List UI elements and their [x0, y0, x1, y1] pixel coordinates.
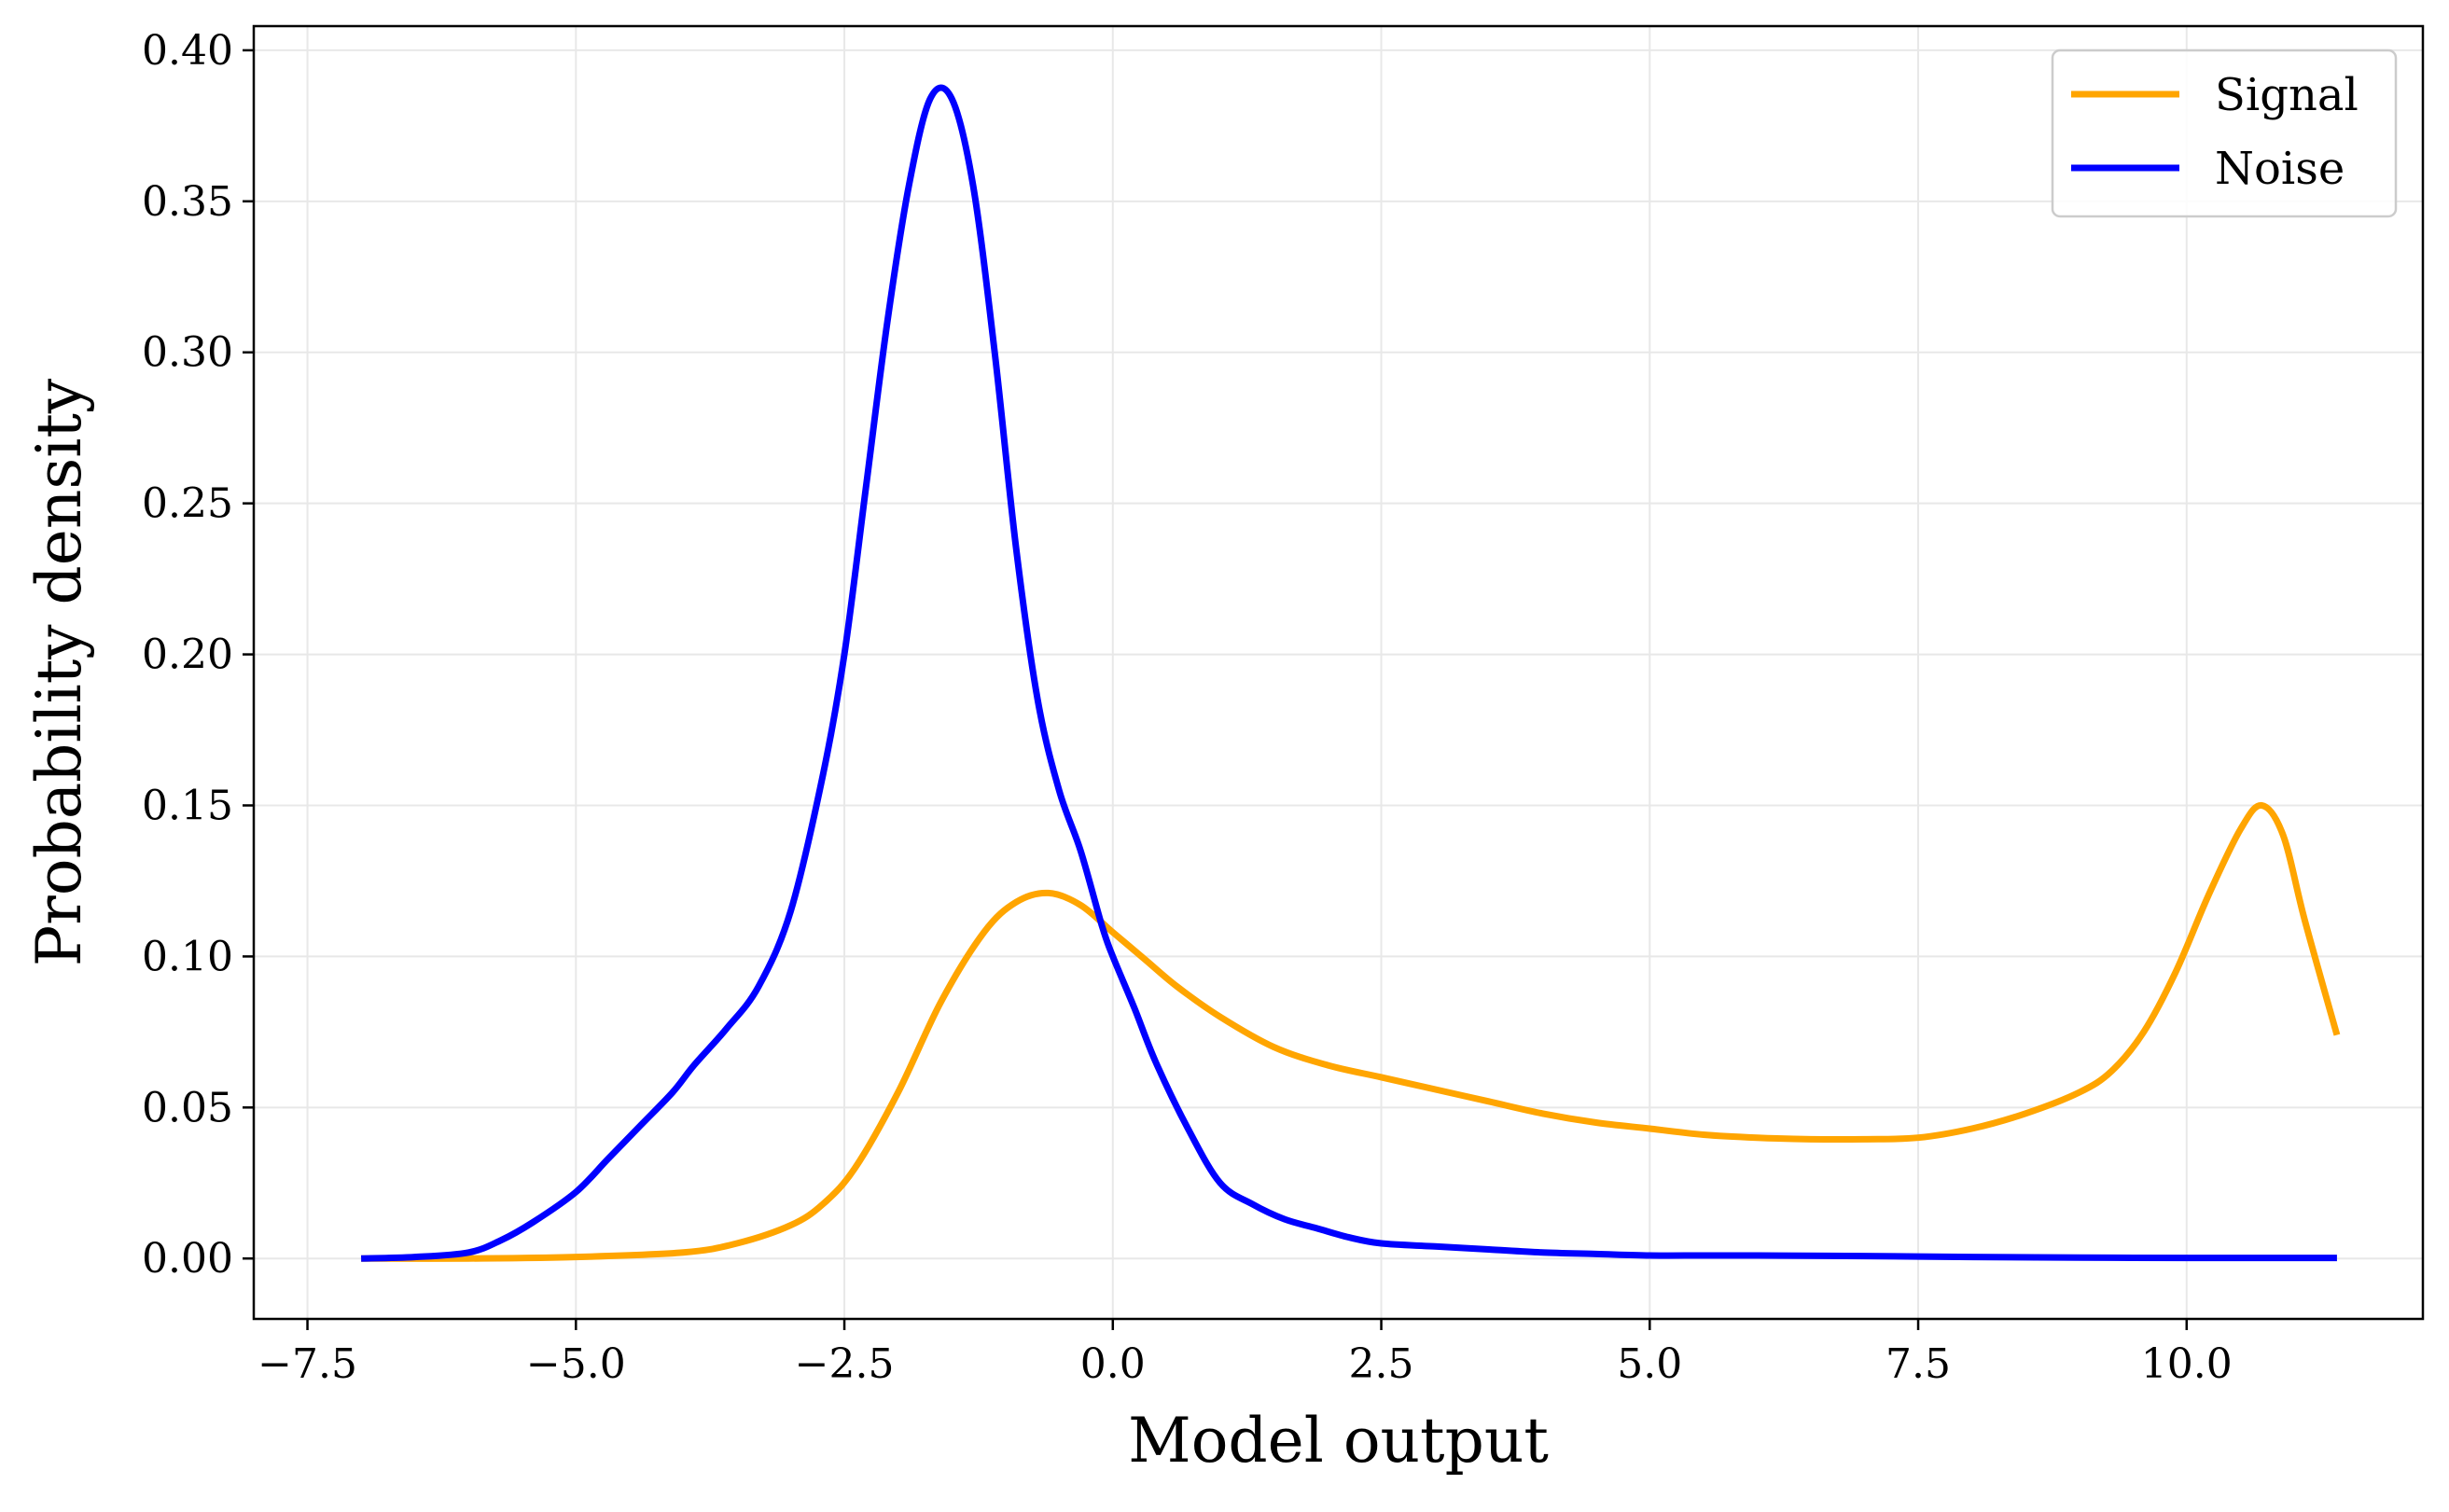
y-tick-label: 0.15 [142, 782, 233, 829]
y-tick-label: 0.00 [142, 1235, 233, 1283]
y-tick-label: 0.05 [142, 1084, 233, 1131]
x-axis-ticks: −7.5 −5.0 −2.5 0.0 2.5 5.0 7.5 10.0 [257, 1319, 2233, 1388]
y-tick-label: 0.20 [142, 631, 233, 679]
x-tick-label: −5.0 [526, 1340, 626, 1388]
y-tick-label: 0.10 [142, 933, 233, 980]
y-axis-ticks: 0.00 0.05 0.10 0.15 0.20 0.25 0.30 0.35 0.40 [142, 27, 254, 1283]
y-tick-label: 0.25 [142, 480, 233, 528]
legend: Signal Noise [2051, 49, 2398, 218]
legend-label-signal: Signal [2215, 69, 2359, 121]
y-tick-label: 0.35 [142, 178, 233, 226]
x-tick-label: 2.5 [1349, 1340, 1414, 1388]
x-axis-title: Model output [1128, 1405, 1549, 1477]
x-tick-label: −7.5 [257, 1340, 357, 1388]
x-tick-label: 0.0 [1080, 1340, 1146, 1388]
plot-area-frame [252, 24, 2425, 1321]
y-tick-label: 0.30 [142, 329, 233, 377]
x-tick-label: −2.5 [795, 1340, 895, 1388]
y-tick-label: 0.40 [142, 27, 233, 75]
series-lines [361, 84, 2341, 1262]
x-tick-label: 5.0 [1617, 1340, 1682, 1388]
x-tick-label: 10.0 [2141, 1340, 2233, 1388]
x-tick-label: 7.5 [1885, 1340, 1951, 1388]
y-axis-title: Probability density [23, 378, 95, 966]
gridlines [254, 26, 2423, 1319]
series-line-signal [361, 801, 2341, 1262]
legend-label-noise: Noise [2215, 143, 2345, 195]
series-line-noise [361, 84, 2337, 1262]
